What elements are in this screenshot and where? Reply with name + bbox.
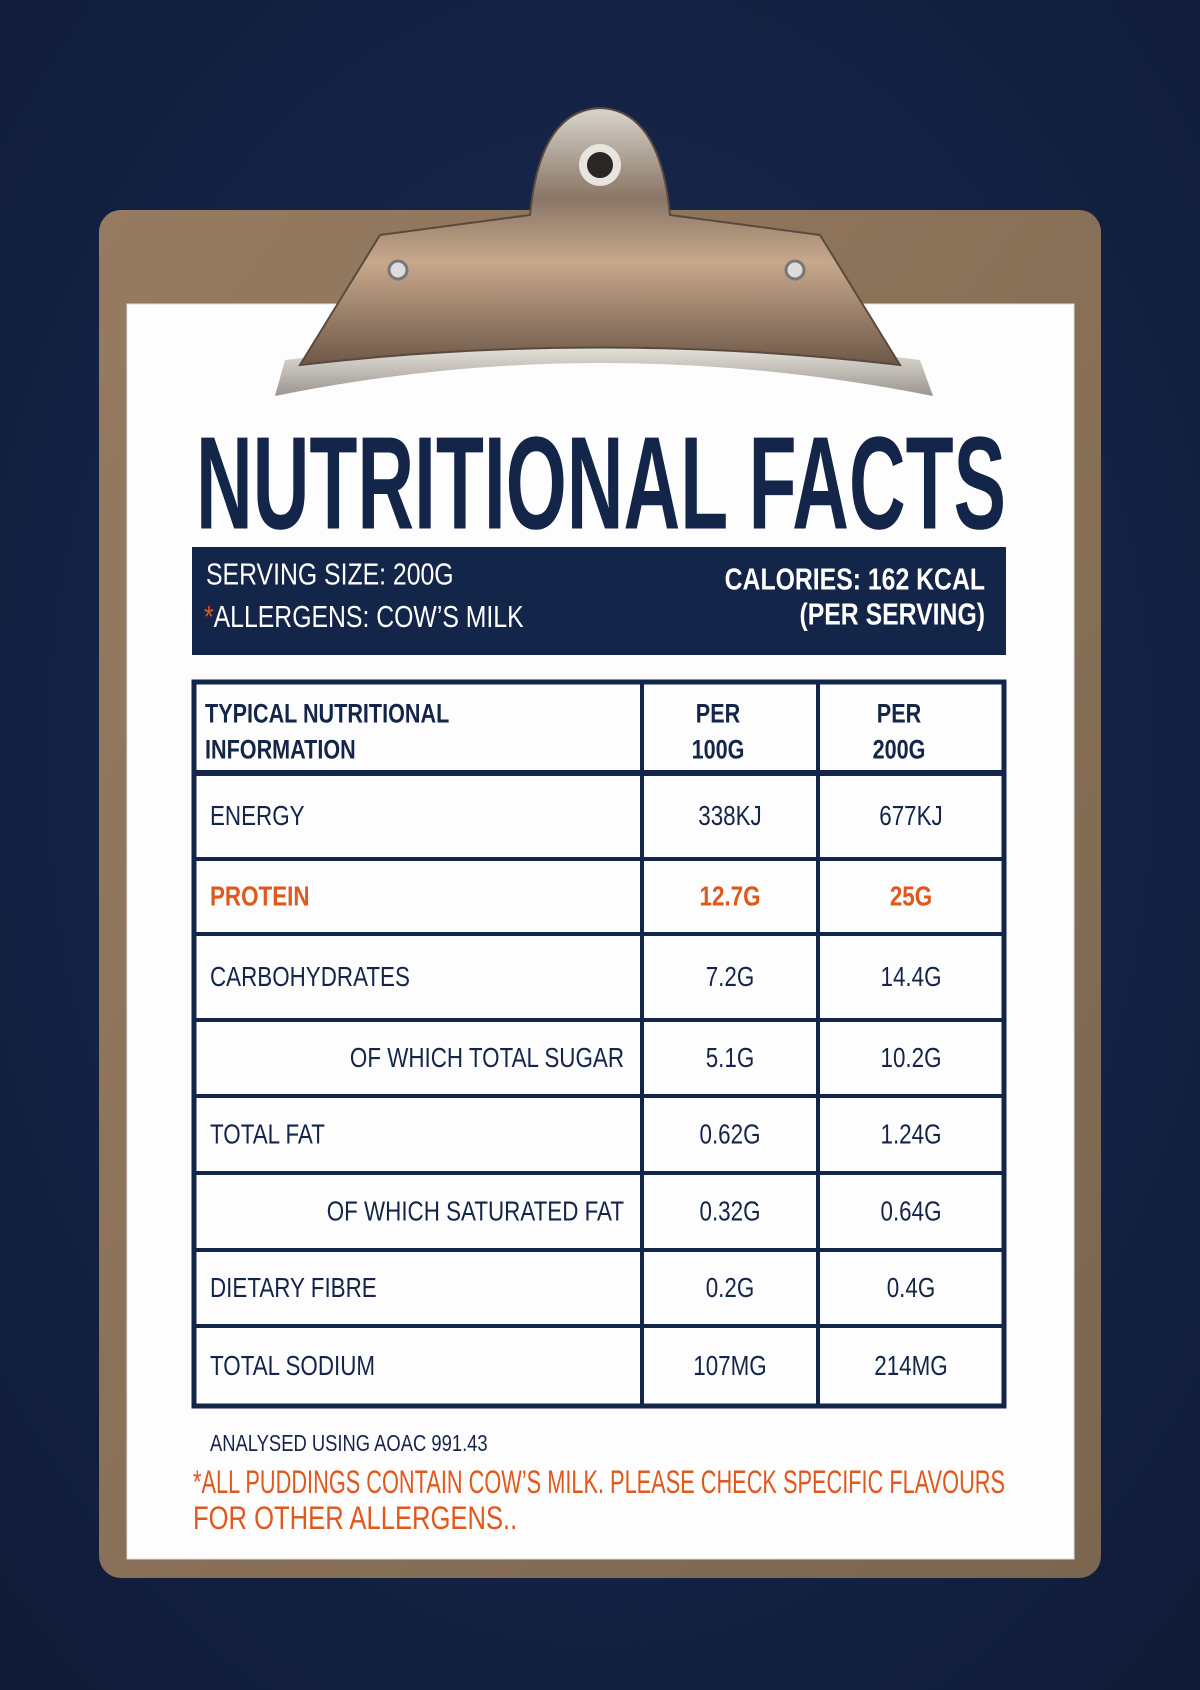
cell-value: 0.32G bbox=[700, 1196, 761, 1227]
cell-value-group: 1.24G bbox=[881, 1119, 942, 1150]
row-label-group: OF WHICH SATURATED FAT bbox=[327, 1196, 624, 1227]
cell-value: 14.4G bbox=[881, 962, 942, 993]
row-label: TOTAL FAT bbox=[210, 1119, 325, 1150]
clip-plate bbox=[298, 106, 902, 367]
allergen-note: *ALL PUDDINGS CONTAIN COW’S MILK. PLEASE… bbox=[193, 1464, 1005, 1500]
cell-value: 0.62G bbox=[700, 1119, 761, 1150]
serving-size-group: SERVING SIZE: 200G bbox=[206, 557, 454, 591]
header-cell: PER bbox=[877, 699, 922, 729]
allergens-line: *ALLERGENS: COW’S MILK bbox=[204, 599, 524, 633]
header-cell: 100G bbox=[692, 735, 745, 765]
header-cell: INFORMATION bbox=[205, 735, 356, 765]
cell-value-group: 338KJ bbox=[698, 801, 761, 832]
cell-value: 107MG bbox=[693, 1351, 766, 1382]
cell-value-group: 10.2G bbox=[881, 1043, 942, 1074]
cell-value-group: 107MG bbox=[693, 1351, 766, 1382]
method-note: ANALYSED USING AOAC 991.43 bbox=[210, 1431, 488, 1456]
cell-value-group: 677KJ bbox=[879, 801, 942, 832]
allergen-note-group: FOR OTHER ALLERGENS.. bbox=[193, 1501, 517, 1536]
paper bbox=[126, 303, 1075, 1560]
cell-value: 0.4G bbox=[887, 1273, 936, 1304]
row-label: TOTAL SODIUM bbox=[210, 1351, 375, 1382]
cell-value: 0.2G bbox=[706, 1273, 755, 1304]
header-cell-group: PER bbox=[696, 699, 741, 729]
row-label-group: TOTAL SODIUM bbox=[210, 1351, 375, 1382]
table-border bbox=[191, 679, 1007, 1409]
allergen-note: FOR OTHER ALLERGENS.. bbox=[193, 1501, 517, 1536]
cell-value: 0.64G bbox=[881, 1196, 942, 1227]
cell-value-group: 214MG bbox=[874, 1351, 947, 1382]
header-cell: PER bbox=[696, 699, 741, 729]
banner bbox=[192, 547, 1006, 655]
cell-value-group: 0.64G bbox=[881, 1196, 942, 1227]
per-serving-group: (PER SERVING) bbox=[799, 597, 985, 631]
cell-value-group: 5.1G bbox=[706, 1043, 755, 1074]
cell-value: 25G bbox=[890, 881, 932, 912]
method-note-group: ANALYSED USING AOAC 991.43 bbox=[210, 1431, 488, 1456]
cell-value: 5.1G bbox=[706, 1043, 755, 1074]
calories-group: CALORIES: 162 KCAL bbox=[725, 562, 985, 596]
cell-value-group: 0.62G bbox=[700, 1119, 761, 1150]
cell-value: 7.2G bbox=[706, 962, 755, 993]
clip-hole bbox=[579, 144, 621, 186]
serving-size: SERVING SIZE: 200G bbox=[206, 557, 454, 591]
cell-value-group: 7.2G bbox=[706, 962, 755, 993]
content: SERVING SIZE: 200G *ALLERGENS: COW’S MILK… bbox=[191, 557, 1007, 1537]
row-label: CARBOHYDRATES bbox=[210, 962, 410, 993]
cell-value-group: 0.4G bbox=[887, 1273, 936, 1304]
title: NUTRITIONAL FACTS bbox=[196, 410, 1006, 557]
cell-value: 338KJ bbox=[698, 801, 761, 832]
row-label: DIETARY FIBRE bbox=[210, 1273, 377, 1304]
row-label-group: PROTEIN bbox=[210, 881, 310, 912]
cell-value-group: 25G bbox=[890, 881, 932, 912]
row-label-group: TOTAL FAT bbox=[210, 1119, 325, 1150]
cell-value: 214MG bbox=[874, 1351, 947, 1382]
cell-value: 10.2G bbox=[881, 1043, 942, 1074]
calories: CALORIES: 162 KCAL bbox=[725, 562, 985, 596]
row-label-group: OF WHICH TOTAL SUGAR bbox=[350, 1043, 624, 1074]
cell-value-group: 12.7G bbox=[700, 881, 761, 912]
header-cell: 200G bbox=[873, 735, 926, 765]
cell-value: 1.24G bbox=[881, 1119, 942, 1150]
cell-value: 677KJ bbox=[879, 801, 942, 832]
header-cell: TYPICAL NUTRITIONAL bbox=[205, 699, 449, 729]
cell-value-group: 14.4G bbox=[881, 962, 942, 993]
header-cell-group: INFORMATION bbox=[205, 735, 356, 765]
header-cell-group: 200G bbox=[873, 735, 926, 765]
row-label: OF WHICH SATURATED FAT bbox=[327, 1196, 624, 1227]
allergen-mark: * bbox=[204, 599, 214, 633]
clip-rivet bbox=[387, 259, 409, 281]
row-label-group: DIETARY FIBRE bbox=[210, 1273, 377, 1304]
cell-value-group: 0.2G bbox=[706, 1273, 755, 1304]
cell-value-group: 0.32G bbox=[700, 1196, 761, 1227]
row-label-group: CARBOHYDRATES bbox=[210, 962, 410, 993]
header-cell-group: PER bbox=[877, 699, 922, 729]
per-serving: (PER SERVING) bbox=[799, 597, 985, 631]
row-label: PROTEIN bbox=[210, 881, 310, 912]
cell-value: 12.7G bbox=[700, 881, 761, 912]
allergens-group: *ALLERGENS: COW’S MILK bbox=[204, 599, 524, 633]
row-label: ENERGY bbox=[210, 801, 305, 832]
clip bbox=[275, 106, 933, 396]
row-label-group: ENERGY bbox=[210, 801, 305, 832]
header-cell-group: 100G bbox=[692, 735, 745, 765]
row-label: OF WHICH TOTAL SUGAR bbox=[350, 1043, 624, 1074]
header-cell-group: TYPICAL NUTRITIONAL bbox=[205, 699, 449, 729]
allergens: ALLERGENS: COW’S MILK bbox=[214, 599, 524, 633]
clip-rivet bbox=[784, 259, 806, 281]
